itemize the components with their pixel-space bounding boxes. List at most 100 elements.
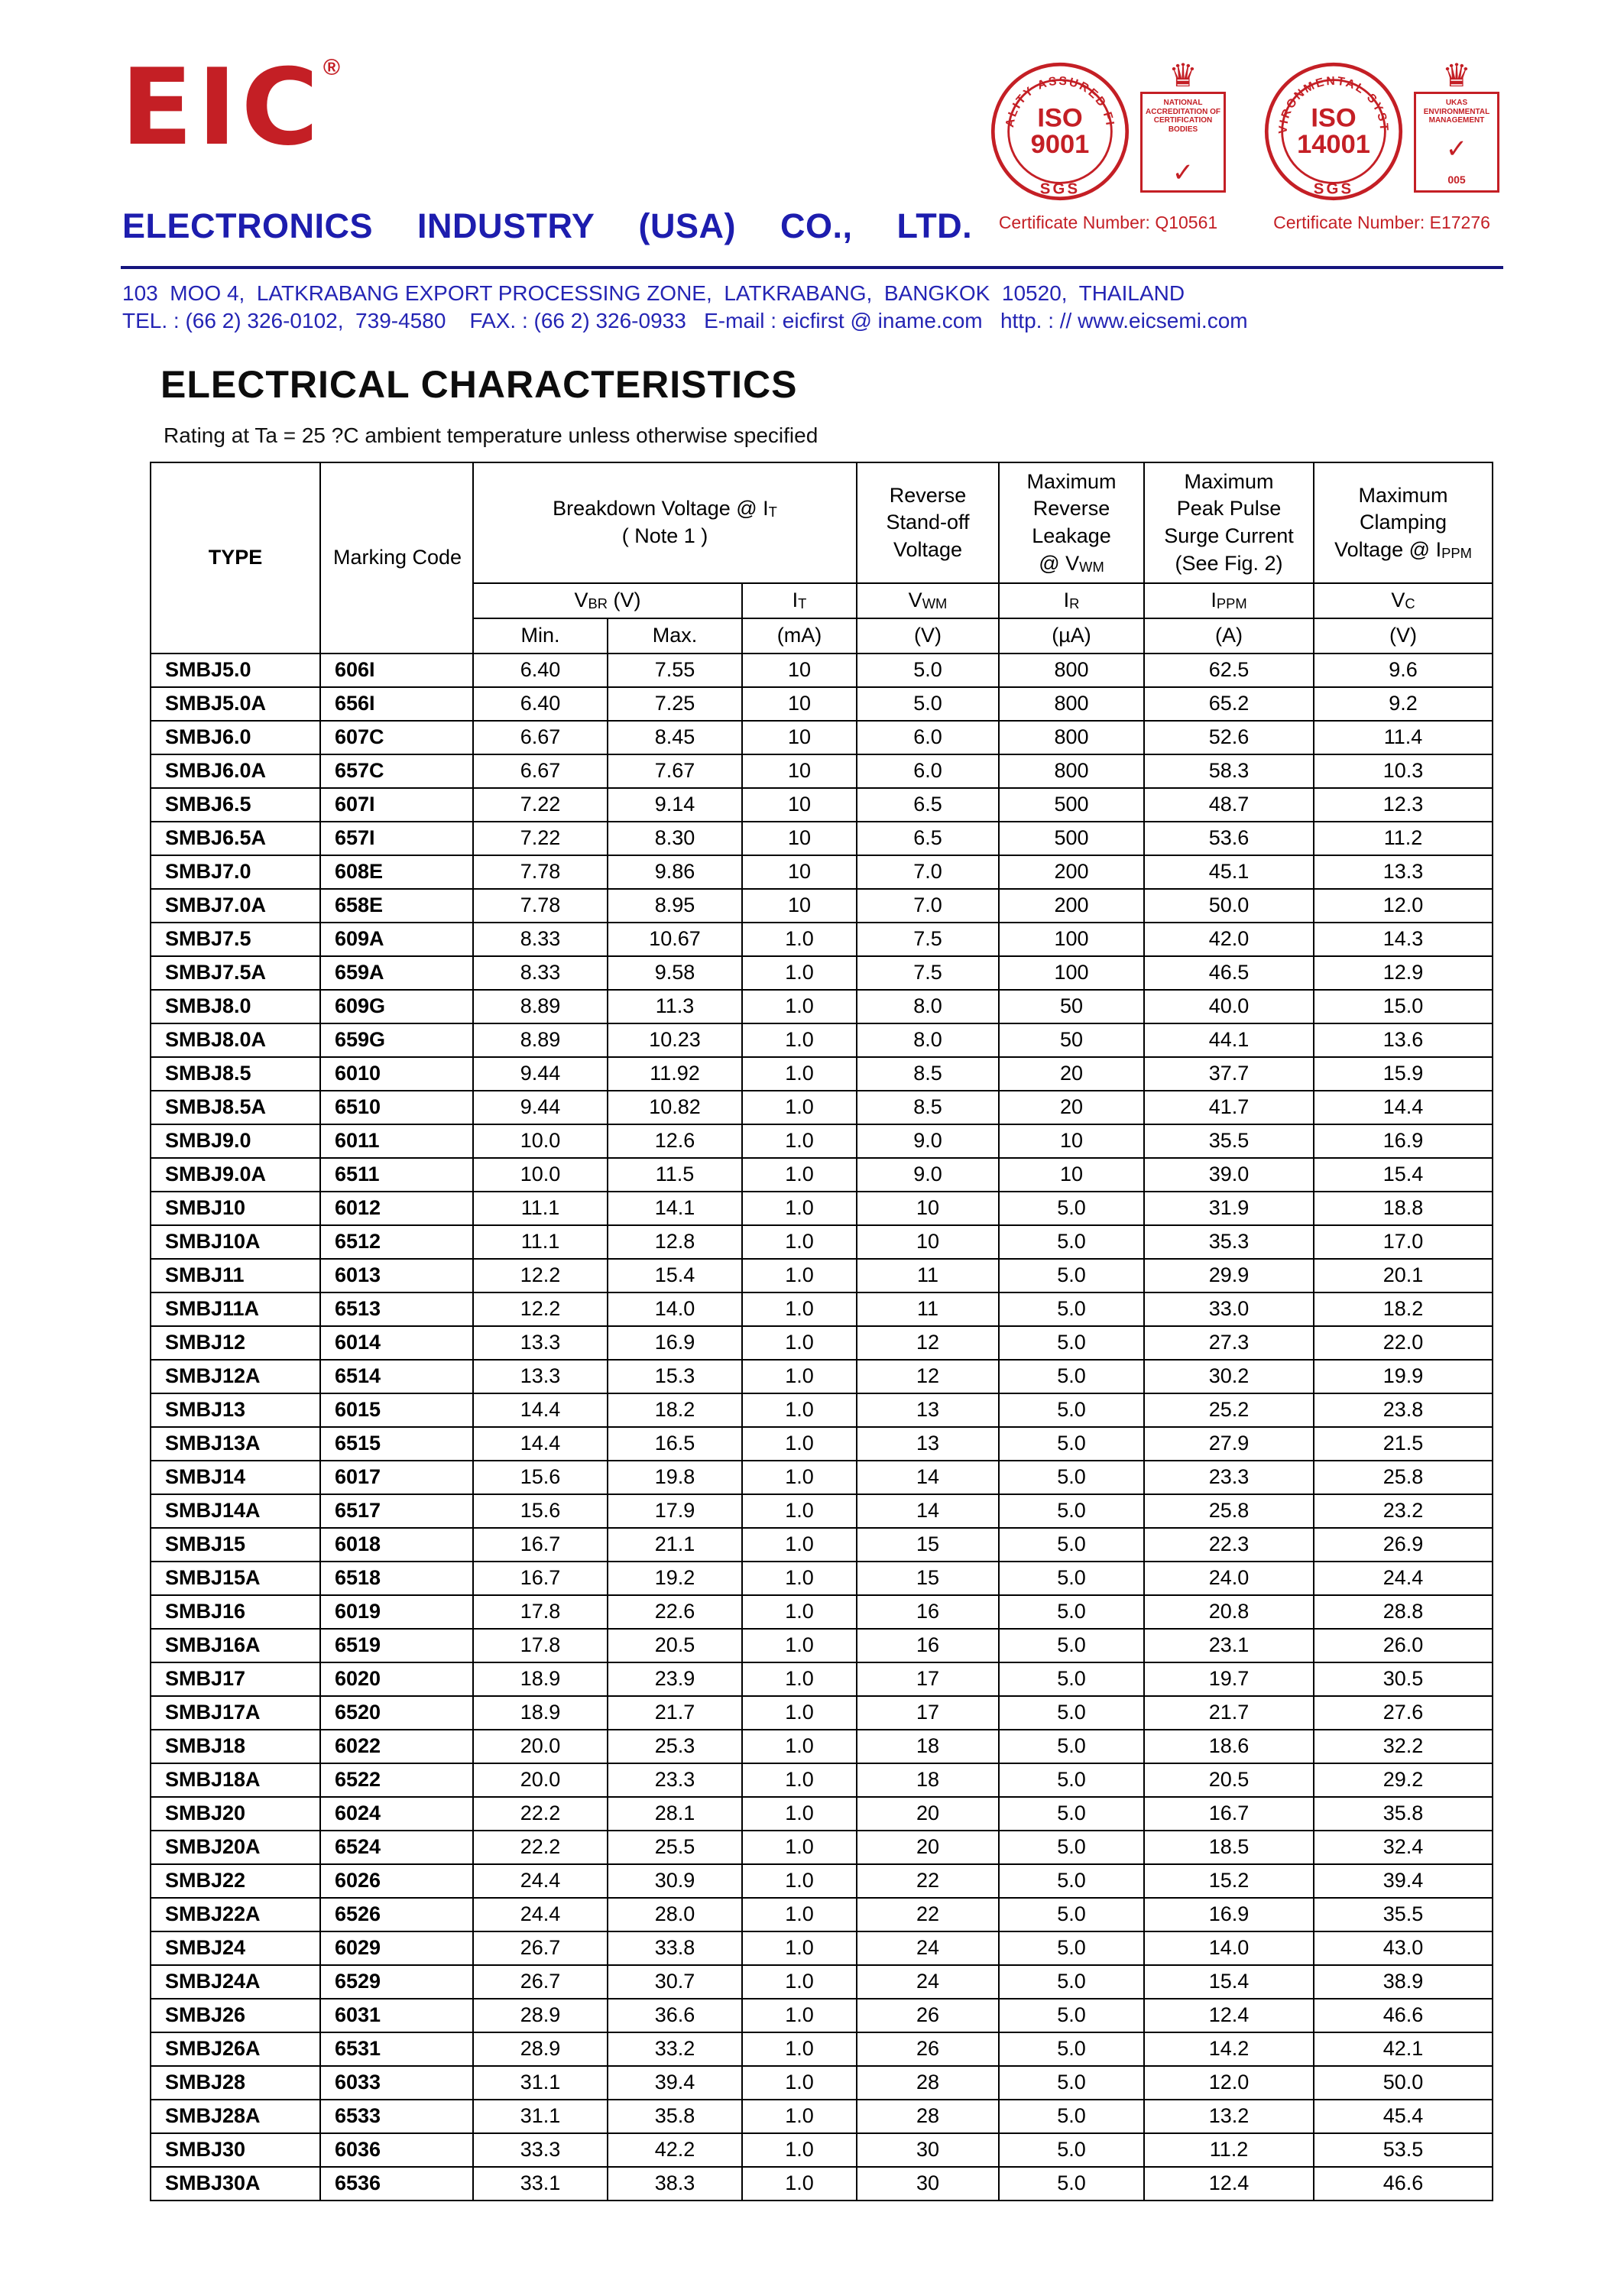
- cell-ippm: 53.6: [1143, 820, 1314, 856]
- table-row: SMBJ16 6019 17.8 22.6 1.0 16 5.0 20.8 28.8: [150, 1594, 1493, 1630]
- cell-type: SMBJ18: [150, 1728, 321, 1764]
- cell-vbr-max: 15.3: [607, 1358, 743, 1394]
- cell-it: 10: [741, 719, 857, 755]
- table-row: SMBJ17 6020 18.9 23.9 1.0 17 5.0 19.7 30.5: [150, 1661, 1493, 1697]
- cell-ippm: 24.0: [1143, 1560, 1314, 1596]
- iso-14001-seal: ENVIRONMENTAL SYSTEM ISO 14001 SGS: [1262, 60, 1403, 201]
- cell-vc: 11.2: [1313, 820, 1493, 856]
- cell-it: 1.0: [741, 2132, 857, 2168]
- cell-vwm: 6.5: [856, 820, 1000, 856]
- cell-vbr-min: 11.1: [472, 1190, 608, 1226]
- cell-vc: 15.9: [1313, 1056, 1493, 1091]
- cell-vwm: 26: [856, 2031, 1000, 2067]
- cell-vc: 17.0: [1313, 1224, 1493, 1260]
- cell-ippm: 65.2: [1143, 686, 1314, 722]
- cell-ir: 5.0: [998, 1896, 1145, 1932]
- cell-vwm: 28: [856, 2098, 1000, 2134]
- cell-marking-code: 609A: [319, 921, 474, 957]
- cell-vwm: 18: [856, 1728, 1000, 1764]
- cell-type: SMBJ9.0: [150, 1123, 321, 1159]
- cell-ir: 50: [998, 1022, 1145, 1058]
- cell-ir: 500: [998, 820, 1145, 856]
- cell-vwm: 28: [856, 2064, 1000, 2100]
- cell-vc: 18.2: [1313, 1291, 1493, 1327]
- cell-it: 1.0: [741, 1695, 857, 1730]
- table-row: SMBJ22A 6526 24.4 28.0 1.0 22 5.0 16.9 35.5: [150, 1896, 1493, 1932]
- cell-vbr-max: 11.92: [607, 1056, 743, 1091]
- cell-it: 1.0: [741, 1863, 857, 1899]
- cell-vbr-min: 6.67: [472, 753, 608, 789]
- cell-ir: 5.0: [998, 1560, 1145, 1596]
- cell-vwm: 12: [856, 1358, 1000, 1394]
- cell-vwm: 5.0: [856, 652, 1000, 688]
- cell-type: SMBJ12: [150, 1325, 321, 1361]
- cell-vc: 19.9: [1313, 1358, 1493, 1394]
- table-row: SMBJ7.5A 659A 8.33 9.58 1.0 7.5 100 46.5 12.9: [150, 955, 1493, 991]
- table-row: SMBJ28A 6533 31.1 35.8 1.0 28 5.0 13.2 45.4: [150, 2098, 1493, 2134]
- registered-mark-icon: ®: [323, 55, 340, 80]
- cell-vbr-min: 16.7: [472, 1526, 608, 1562]
- cell-it: 10: [741, 854, 857, 890]
- cell-marking-code: 607I: [319, 786, 474, 822]
- address-line: 103 MOO 4, LATKRABANG EXPORT PROCESSING …: [122, 281, 1185, 305]
- cell-type: SMBJ15: [150, 1526, 321, 1562]
- cell-vbr-max: 10.82: [607, 1089, 743, 1125]
- cell-vwm: 14: [856, 1493, 1000, 1529]
- sgs-label: SGS: [1314, 180, 1353, 197]
- cell-type: SMBJ10: [150, 1190, 321, 1226]
- cell-vbr-min: 8.33: [472, 921, 608, 957]
- cell-ir: 800: [998, 686, 1145, 722]
- cell-vbr-min: 28.9: [472, 2031, 608, 2067]
- cell-marking-code: 6522: [319, 1762, 474, 1798]
- cell-vbr-min: 22.2: [472, 1829, 608, 1865]
- cell-ir: 20: [998, 1056, 1145, 1091]
- cell-vwm: 20: [856, 1795, 1000, 1831]
- cell-vbr-max: 14.0: [607, 1291, 743, 1327]
- cell-ir: 5.0: [998, 1190, 1145, 1226]
- cell-ippm: 15.4: [1143, 1964, 1314, 1999]
- cell-vc: 14.3: [1313, 921, 1493, 957]
- cell-marking-code: 6036: [319, 2132, 474, 2168]
- cell-ir: 5.0: [998, 1526, 1145, 1562]
- accreditation-crest: ♛ NATIONAL ACCREDITATION OF CERTIFICATIO…: [1138, 60, 1228, 193]
- cell-vbr-max: 7.25: [607, 686, 743, 722]
- cell-type: SMBJ9.0A: [150, 1156, 321, 1192]
- cell-vbr-min: 8.89: [472, 988, 608, 1024]
- iso-label: ISO: [1311, 104, 1356, 133]
- cell-ir: 5.0: [998, 1930, 1145, 1966]
- cell-ir: 5.0: [998, 1661, 1145, 1697]
- cell-ir: 5.0: [998, 1425, 1145, 1461]
- symbol-vc: VC: [1313, 582, 1493, 619]
- cell-marking-code: 6010: [319, 1056, 474, 1091]
- cell-marking-code: 658E: [319, 887, 474, 923]
- cell-vwm: 24: [856, 1930, 1000, 1966]
- cell-vwm: 17: [856, 1695, 1000, 1730]
- table-row: SMBJ8.5A 6510 9.44 10.82 1.0 8.5 20 41.7 14.4: [150, 1089, 1493, 1125]
- cell-type: SMBJ12A: [150, 1358, 321, 1394]
- cell-type: SMBJ16A: [150, 1627, 321, 1663]
- cell-it: 1.0: [741, 1627, 857, 1663]
- cell-marking-code: 6533: [319, 2098, 474, 2134]
- cell-ir: 5.0: [998, 2031, 1145, 2067]
- cell-type: SMBJ8.5A: [150, 1089, 321, 1125]
- cell-vc: 28.8: [1313, 1594, 1493, 1630]
- cell-vbr-min: 9.44: [472, 1089, 608, 1125]
- sgs-label: SGS: [1040, 180, 1080, 197]
- cell-ir: 5.0: [998, 1392, 1145, 1428]
- cell-type: SMBJ5.0A: [150, 686, 321, 722]
- cell-it: 1.0: [741, 1123, 857, 1159]
- cell-vwm: 12: [856, 1325, 1000, 1361]
- cell-it: 1.0: [741, 1762, 857, 1798]
- cell-ir: 5.0: [998, 2165, 1145, 2201]
- cell-vc: 12.3: [1313, 786, 1493, 822]
- cell-ir: 5.0: [998, 1224, 1145, 1260]
- table-row: SMBJ12A 6514 13.3 15.3 1.0 12 5.0 30.2 19.9: [150, 1358, 1493, 1394]
- cell-vbr-min: 14.4: [472, 1425, 608, 1461]
- table-row: SMBJ11A 6513 12.2 14.0 1.0 11 5.0 33.0 18.2: [150, 1291, 1493, 1327]
- unit-vwm: (V): [856, 618, 1000, 654]
- cell-ippm: 35.3: [1143, 1224, 1314, 1260]
- cell-vbr-min: 31.1: [472, 2064, 608, 2100]
- cell-marking-code: 6011: [319, 1123, 474, 1159]
- cell-it: 1.0: [741, 1325, 857, 1361]
- cell-vbr-min: 22.2: [472, 1795, 608, 1831]
